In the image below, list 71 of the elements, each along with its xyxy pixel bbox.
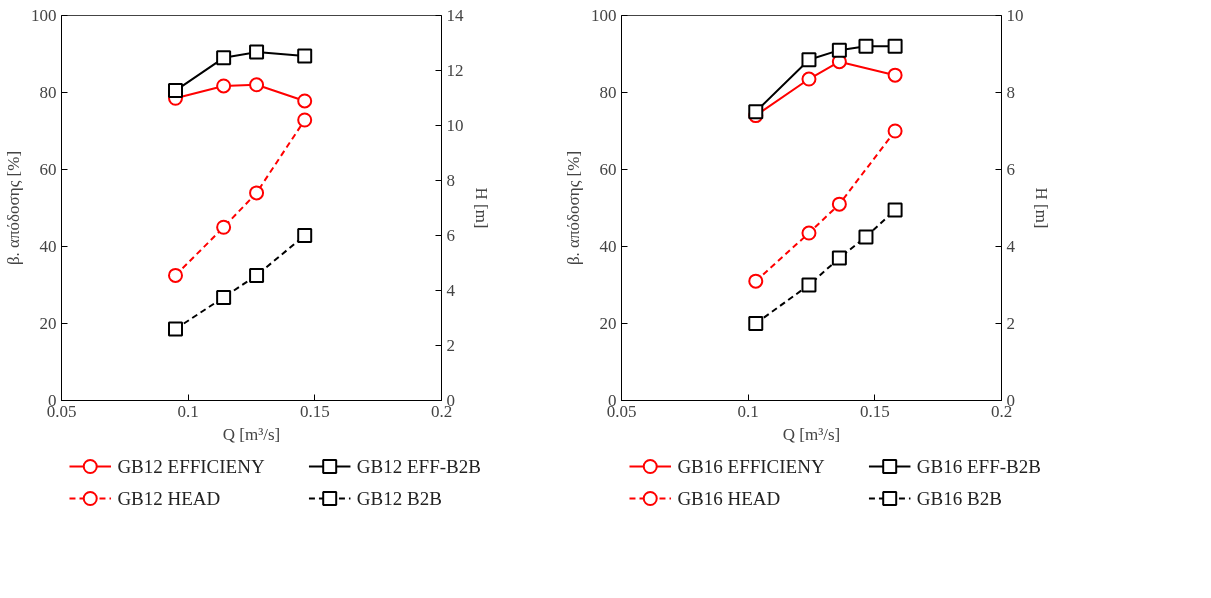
point [216,289,232,305]
y2-tick-label: 4 [446,281,456,300]
point [297,48,313,64]
point [297,112,313,128]
y2-tick-label: 14 [446,6,464,25]
point [748,104,764,120]
point [831,196,847,212]
x-axis-title: Q [m³/s] [222,424,281,444]
point [216,50,232,66]
y-tick-label: 60 [599,160,617,179]
y2-tick-label: 6 [1006,160,1015,179]
y2-tick-label: 12 [446,61,464,80]
point [831,42,847,58]
y2-tick-label: 2 [1006,314,1015,333]
point [801,52,817,68]
point [831,250,847,266]
x-tick-label: 0.15 [859,401,890,421]
point [887,67,903,83]
y-tick-label: 40 [599,237,617,256]
point [249,267,265,283]
x-tick-label: 0.1 [737,401,759,421]
point [297,93,313,109]
legend-label: GB16 B2B [916,488,1002,509]
point [249,77,265,93]
y2-tick-label: 8 [1006,83,1015,102]
legend-label: GB12 EFFICIENY [117,456,265,477]
y-tick-label: 80 [39,83,57,102]
point [216,78,232,94]
legend-label: GB16 EFFICIENY [677,456,825,477]
point [748,273,764,289]
legend-label: GB12 EFF-B2B [356,456,481,477]
legend-label: GB12 B2B [356,488,442,509]
point [801,225,817,241]
point [748,316,764,331]
y-tick-label: 100 [31,6,57,25]
x-tick-label: 0.15 [299,401,330,421]
y2-axis-title: H [m] [471,187,491,229]
x-tick-label: 0.1 [177,401,199,421]
point [887,123,903,139]
point [249,44,265,60]
y2-tick-label: 10 [1006,6,1024,25]
y-axis-title: β. απόδοσης [%] [564,150,583,266]
y-tick-label: 40 [39,237,57,256]
y2-tick-label: 4 [1006,237,1016,256]
y-axis-title: β. απόδοσης [%] [4,150,23,266]
y2-axis-title: H [m] [1031,187,1051,229]
legend-label: GB12 HEAD [117,488,221,509]
point [887,38,903,54]
y-tick-label: 20 [599,314,617,333]
point [168,267,183,283]
point [249,185,265,201]
y-tick-label: 80 [599,83,617,102]
point [887,202,903,218]
point [801,277,817,293]
y-tick-label: 20 [39,314,57,333]
y-tick-label: 100 [591,6,617,25]
point [168,321,183,337]
y-tick-label: 60 [39,160,57,179]
y2-tick-label: 2 [446,336,455,355]
x-axis-title: Q [m³/s] [782,424,841,444]
y2-tick-label: 8 [446,171,455,190]
y2-tick-label: 6 [446,226,455,245]
point [858,38,874,54]
point [858,229,874,245]
y2-tick-label: 10 [446,116,464,135]
legend-label: GB16 EFF-B2B [916,456,1041,477]
point [216,219,232,235]
legend-label: GB16 HEAD [677,488,781,509]
point [801,71,817,87]
point [168,83,183,99]
point [297,228,313,243]
